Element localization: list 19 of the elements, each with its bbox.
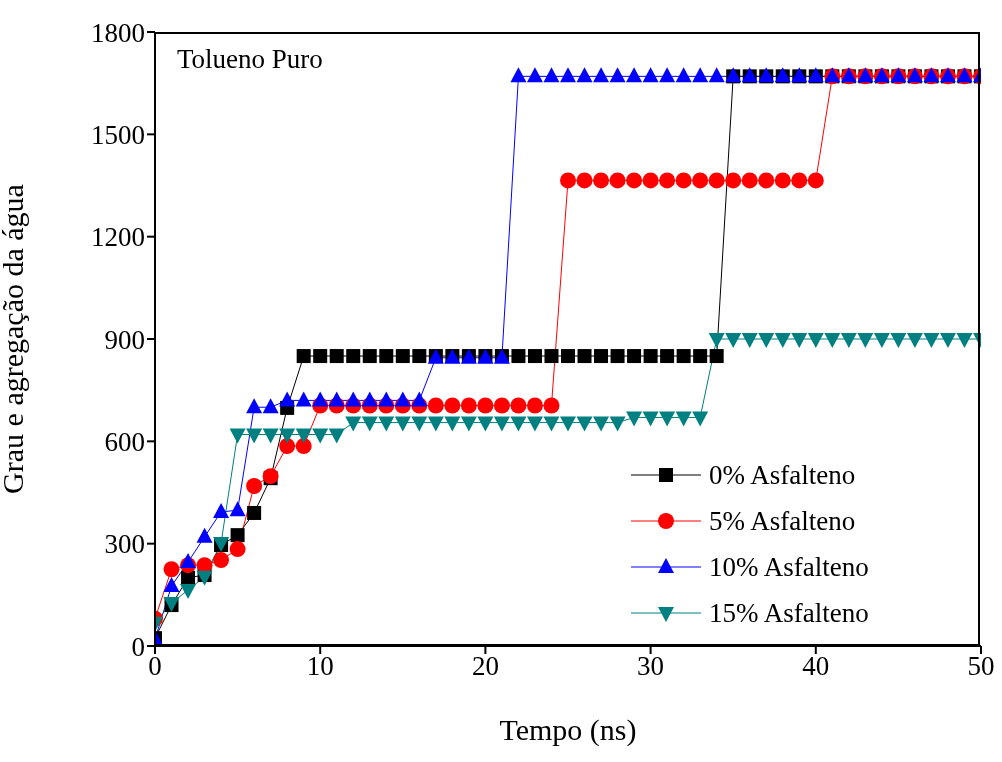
x-tick-label: 20: [471, 651, 499, 682]
y-tick-label: 0: [131, 631, 145, 662]
x-axis-title: Tempo (ns): [499, 713, 637, 747]
y-tick-label: 1200: [91, 222, 145, 253]
legend-label: 15% Asfalteno: [709, 597, 869, 629]
y-axis-title: Grau e agregação da água: [0, 184, 29, 494]
legend-label: 0% Asfalteno: [709, 459, 856, 491]
y-tick-label: 1800: [91, 17, 145, 48]
x-tick-label: 40: [802, 651, 830, 682]
x-tick-label: 30: [637, 651, 665, 682]
x-tick-label: 10: [306, 651, 334, 682]
legend-label: 5% Asfalteno: [709, 505, 856, 537]
annotation: Tolueno Puro: [177, 44, 323, 75]
y-tick-label: 900: [104, 324, 145, 355]
x-tick-label: 50: [967, 651, 995, 682]
y-tick-label: 300: [104, 529, 145, 560]
y-tick-label: 1500: [91, 119, 145, 150]
legend-label: 10% Asfalteno: [709, 551, 869, 583]
y-tick-label: 600: [104, 426, 145, 457]
